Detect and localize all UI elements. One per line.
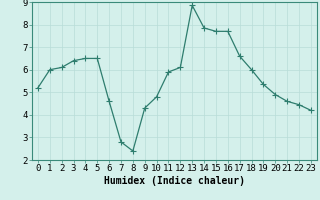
X-axis label: Humidex (Indice chaleur): Humidex (Indice chaleur) xyxy=(104,176,245,186)
